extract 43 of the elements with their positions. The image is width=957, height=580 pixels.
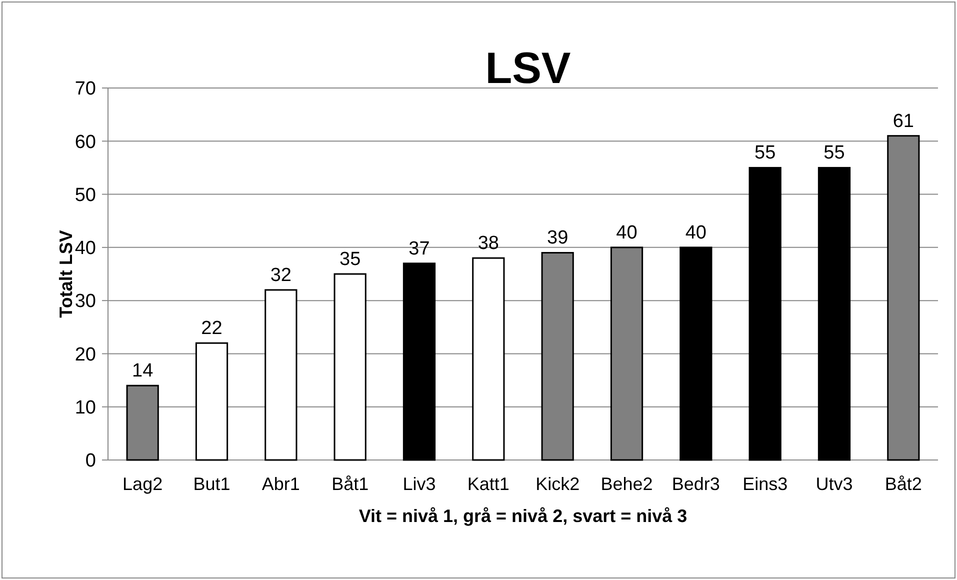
x-tick-label: Utv3 [816, 474, 853, 494]
x-tick-label: But1 [193, 474, 230, 494]
y-tick-label: 20 [74, 344, 96, 366]
x-tick-label: Liv3 [402, 474, 436, 494]
x-tick-label: Eins3 [742, 474, 788, 494]
data-label: 40 [616, 222, 638, 244]
data-label: 40 [685, 222, 706, 244]
bar [402, 262, 436, 461]
x-tick-label: Båt1 [332, 474, 369, 494]
data-label: 38 [478, 233, 499, 254]
x-tick-label: Behe2 [600, 474, 653, 494]
bar [264, 289, 298, 461]
data-label: 37 [408, 238, 430, 260]
x-tick-label: Katt1 [467, 474, 510, 494]
data-label: 39 [547, 228, 568, 249]
data-label: 55 [754, 142, 776, 164]
x-tick-label: Kick2 [536, 474, 580, 494]
data-label: 32 [270, 264, 292, 286]
data-label: 14 [132, 360, 154, 382]
bar [334, 273, 366, 461]
x-tick-label: Bedr3 [672, 474, 720, 494]
y-tick-label: 10 [74, 398, 96, 419]
y-axis-title: Totalt LSV [56, 230, 76, 318]
data-label: 35 [340, 249, 361, 270]
bar [748, 166, 782, 461]
bar [818, 166, 851, 461]
bar [472, 257, 505, 461]
y-tick-label: 50 [74, 184, 96, 206]
x-tick-label: Lag2 [122, 474, 163, 494]
x-axis-title: Vit = nivå 1, grå = nivå 2, svart = nivå 3 [358, 506, 688, 526]
y-tick-label: 70 [74, 78, 96, 100]
data-label: 61 [892, 110, 914, 132]
x-tick-label: Abr1 [262, 474, 300, 494]
data-label: 55 [824, 142, 845, 164]
y-tick-label: 30 [74, 291, 96, 312]
bar [680, 246, 712, 461]
y-tick-label: 40 [74, 238, 96, 260]
y-tick-label: 0 [85, 450, 96, 472]
chart-title: LSV [485, 44, 572, 93]
x-tick-label: Båt2 [884, 474, 922, 494]
bar [195, 342, 228, 461]
data-label: 22 [201, 318, 222, 340]
y-tick-label: 60 [74, 132, 96, 153]
